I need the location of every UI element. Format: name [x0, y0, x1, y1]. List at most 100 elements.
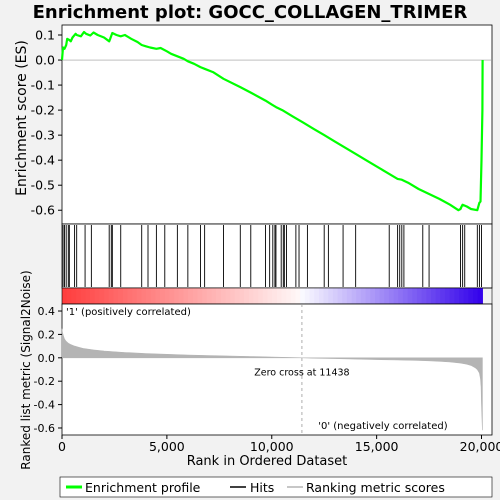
colorbar-segment: [290, 288, 297, 304]
legend-metric-label: Ranking metric scores: [306, 480, 445, 495]
colorbar-segment: [169, 288, 175, 304]
colorbar-segment: [388, 288, 395, 304]
colorbar-segment: [458, 288, 465, 304]
legend-box: [59, 476, 493, 498]
colorbar-segment: [183, 288, 189, 304]
colorbar-segment: [99, 288, 105, 304]
es-y-tick-label: 0.0: [35, 53, 55, 68]
metric-y-tick-label: 0.0: [38, 352, 56, 365]
colorbar-segment: [113, 288, 119, 304]
colorbar-segment: [304, 288, 311, 304]
colorbar-segment: [141, 288, 147, 304]
colorbar-segment: [192, 288, 199, 304]
colorbar-segment: [360, 288, 367, 304]
colorbar-segment: [473, 288, 479, 304]
colorbar-segment: [276, 288, 283, 304]
colorbar-segment: [225, 288, 231, 304]
colorbar-segment: [253, 288, 259, 304]
colorbar-segment: [127, 288, 133, 304]
hits-plot-area: [61, 223, 493, 289]
es-y-tick-label: -0.6: [31, 203, 55, 218]
es-y-tick-label: -0.2: [31, 103, 55, 118]
colorbar-segment: [454, 288, 460, 304]
colorbar-segment: [85, 288, 91, 304]
metric-area: [61, 328, 483, 431]
colorbar-segment: [202, 288, 208, 304]
metric-y-tick-label: 0.4: [38, 305, 56, 318]
colorbar-segment: [178, 288, 185, 304]
colorbar-segment: [71, 288, 77, 304]
es-y-tick-label: -0.5: [31, 178, 55, 193]
colorbar-segment: [384, 288, 390, 304]
colorbar-segment: [309, 288, 315, 304]
colorbar-segment: [318, 288, 325, 304]
colorbar-segment: [402, 288, 409, 304]
colorbar-segment: [421, 288, 427, 304]
es-y-tick-label: -0.1: [31, 78, 55, 93]
colorbar-segment: [337, 288, 343, 304]
metric-plot-area: [61, 303, 493, 436]
es-y-tick-label: -0.4: [31, 153, 55, 168]
colorbar-segment: [76, 288, 82, 304]
hits-panel: [61, 223, 493, 305]
metric-panel: Zero cross at 11438 0.4 0.2 0.0 -0.2 -0.4 -0.6…: [34, 303, 493, 436]
colorbar-segment: [281, 288, 287, 304]
x-axis: 0 5,000 10,000 15,000 20,000: [58, 435, 500, 454]
colorbar-segment: [239, 288, 245, 304]
negative-correlation-label: '0' (negatively correlated): [318, 421, 447, 432]
colorbar-segment: [234, 288, 241, 304]
zero-cross-annotation: Zero cross at 11438: [254, 367, 349, 378]
colorbar-segment: [477, 288, 483, 304]
colorbar-segment: [398, 288, 404, 304]
colorbar-segment: [160, 288, 166, 304]
colorbar-segment: [370, 288, 376, 304]
es-y-axis-label: Enrichment score (ES): [14, 40, 30, 196]
colorbar-segment: [286, 288, 292, 304]
colorbar-segment: [188, 288, 194, 304]
colorbar-segment: [332, 288, 339, 304]
metric-y-tick-label: -0.4: [34, 399, 55, 412]
colorbar-segment: [132, 288, 138, 304]
es-y-tick-label: 0.1: [35, 28, 55, 43]
enrichment-profile-line: [60, 30, 484, 212]
colorbar-segment: [262, 288, 269, 304]
colorbar-segment: [118, 288, 124, 304]
colorbar-segment: [416, 288, 423, 304]
colorbar-segment: [155, 288, 161, 304]
metric-y-axis-label: Ranked list metric (Signal2Noise): [19, 270, 33, 469]
colorbar-segment: [66, 288, 72, 304]
colorbar-segment: [356, 288, 362, 304]
colorbar-segment: [220, 288, 227, 304]
metric-y-tick-label: 0.2: [38, 328, 56, 341]
colorbar-segment: [122, 288, 128, 304]
colorbar-segment: [136, 288, 142, 304]
colorbar-segment: [393, 288, 399, 304]
colorbar-segment: [449, 288, 455, 304]
colorbar-segment: [379, 288, 385, 304]
colorbar-segment: [267, 288, 273, 304]
colorbar-segment: [346, 288, 353, 304]
colorbar-segment: [150, 288, 157, 304]
colorbar-segment: [104, 288, 110, 304]
x-tick-label: 5,000: [149, 439, 185, 454]
colorbar-segment: [94, 288, 100, 304]
colorbar-segment: [435, 288, 441, 304]
colorbar-segment: [314, 288, 320, 304]
colorbar-segment: [230, 288, 236, 304]
colorbar-segment: [351, 288, 357, 304]
x-tick-label: 0: [58, 439, 66, 454]
colorbar-segment: [444, 288, 451, 304]
colorbar-segment: [174, 288, 180, 304]
colorbar-segment: [62, 288, 68, 304]
chart-title: Enrichment plot: GOCC_COLLAGEN_TRIMER: [33, 2, 468, 23]
colorbar-segment: [164, 288, 171, 304]
colorbar-segment: [108, 288, 114, 304]
colorbar-segment: [146, 288, 152, 304]
colorbar-segment: [365, 288, 371, 304]
es-panel: 0.1 0.0 -0.1 -0.2 -0.3 -0.4 -0.5 -0.6: [31, 24, 493, 225]
colorbar-segment: [300, 288, 306, 304]
x-tick-label: 15,000: [355, 439, 399, 454]
legend-profile-label: Enrichment profile: [85, 480, 201, 495]
colorbar-segment: [295, 288, 301, 304]
